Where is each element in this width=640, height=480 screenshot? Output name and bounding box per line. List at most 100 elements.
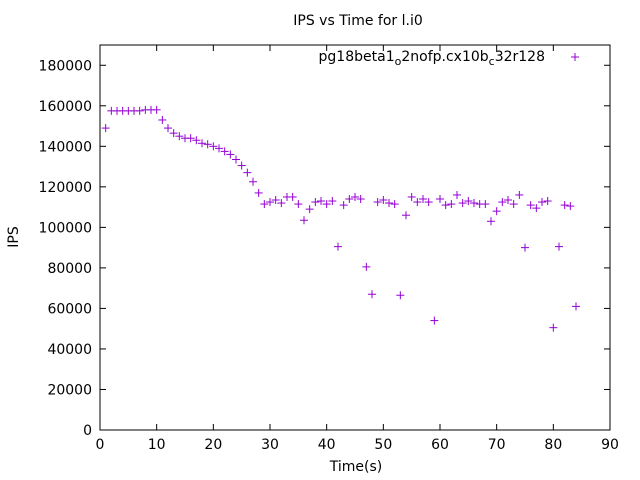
- data-point: [158, 115, 167, 124]
- data-point: [198, 139, 206, 148]
- data-point: [453, 190, 461, 199]
- data-point: [271, 196, 280, 205]
- x-tick-label: 20: [204, 437, 222, 453]
- data-point: [311, 198, 320, 207]
- data-point: [101, 124, 110, 133]
- data-point: [186, 134, 195, 143]
- data-point: [254, 188, 263, 197]
- data-point: [566, 202, 575, 211]
- data-point: [232, 155, 240, 164]
- data-point: [538, 198, 546, 207]
- x-tick-label: 10: [148, 437, 166, 453]
- data-point: [413, 198, 422, 207]
- data-point: [419, 195, 427, 203]
- legend-label-part: pg18beta1: [319, 49, 395, 65]
- x-tick-label: 30: [261, 437, 279, 453]
- data-point: [152, 105, 161, 114]
- data-point: [135, 106, 144, 115]
- x-tick-label: 0: [96, 437, 105, 453]
- data-point: [243, 168, 252, 177]
- data-point: [351, 192, 359, 201]
- data-point: [362, 262, 371, 271]
- data-point: [209, 142, 218, 151]
- data-point: [220, 147, 229, 156]
- data-point: [492, 207, 501, 216]
- x-axis-ticks: 0 10 20 30 40 50 60 70 80 90: [96, 45, 619, 453]
- data-point: [379, 196, 388, 205]
- data-point: [396, 291, 405, 300]
- data-point: [288, 192, 297, 201]
- data-point: [300, 216, 308, 225]
- data-point: [424, 198, 433, 207]
- data-point: [572, 302, 580, 311]
- data-point: [334, 242, 342, 251]
- data-point: [407, 192, 416, 201]
- data-point: [560, 201, 569, 210]
- x-tick-label: 70: [488, 437, 506, 453]
- data-point: [532, 204, 541, 213]
- data-point: [294, 200, 303, 209]
- legend-label-part: c: [489, 55, 495, 68]
- data-point: [266, 198, 274, 207]
- data-point: [356, 195, 365, 203]
- y-tick-label: 100000: [39, 220, 92, 236]
- axes: [99, 44, 611, 431]
- x-axis-label: Time(s): [329, 459, 382, 475]
- y-tick-label: 60000: [47, 301, 92, 317]
- data-point: [260, 200, 269, 209]
- y-tick-label: 20000: [47, 382, 92, 398]
- data-point: [515, 190, 524, 199]
- data-point: [237, 161, 246, 170]
- x-tick-label: 80: [544, 437, 562, 453]
- data-point: [430, 316, 439, 325]
- data-point: [470, 199, 478, 208]
- data-point: [441, 201, 450, 210]
- data-point: [436, 195, 444, 203]
- x-tick-label: 90: [601, 437, 619, 453]
- legend-marker: [571, 53, 579, 61]
- x-tick-label: 40: [318, 437, 336, 453]
- x-tick-label: 50: [374, 437, 392, 453]
- data-point: [249, 177, 257, 186]
- data-point: [504, 196, 512, 205]
- data-point: [526, 201, 535, 210]
- data-point: [322, 200, 331, 209]
- data-point: [498, 198, 507, 207]
- data-point: [328, 197, 337, 206]
- legend: pg18beta1o2nofp.cx10bc32r128: [319, 49, 579, 68]
- data-point: [305, 205, 314, 214]
- y-axis-label: IPS: [6, 226, 22, 248]
- data-point: [402, 211, 410, 220]
- chart-title: IPS vs Time for l.i0: [293, 13, 423, 29]
- data-points: [101, 105, 580, 332]
- data-point: [487, 217, 495, 226]
- y-tick-label: 0: [83, 423, 92, 439]
- legend-entry-label: pg18beta1o2nofp.cx10bc32r128: [319, 49, 545, 68]
- data-point: [215, 144, 223, 153]
- legend-label-part: 32r128: [495, 49, 545, 65]
- data-point: [226, 150, 235, 159]
- y-tick-label: 160000: [39, 99, 92, 115]
- data-point: [555, 242, 563, 251]
- y-axis-ticks: 0 20000 40000 60000 80000 100000 120000 140000 1…: [39, 58, 610, 439]
- data-point: [164, 124, 172, 133]
- data-point: [481, 200, 490, 209]
- data-point: [368, 290, 376, 299]
- y-tick-label: 80000: [47, 261, 92, 277]
- data-point: [175, 132, 184, 141]
- data-point: [339, 201, 348, 210]
- data-point: [385, 199, 393, 208]
- y-tick-label: 180000: [39, 58, 92, 74]
- data-point: [521, 243, 529, 252]
- y-tick-label: 120000: [39, 180, 92, 196]
- data-point: [192, 136, 201, 145]
- data-point: [458, 199, 467, 208]
- data-point: [464, 197, 473, 206]
- data-point: [447, 200, 456, 209]
- y-tick-label: 40000: [47, 342, 92, 358]
- x-tick-label: 60: [431, 437, 449, 453]
- data-point: [203, 140, 212, 149]
- data-point: [390, 200, 399, 209]
- data-point: [509, 200, 518, 209]
